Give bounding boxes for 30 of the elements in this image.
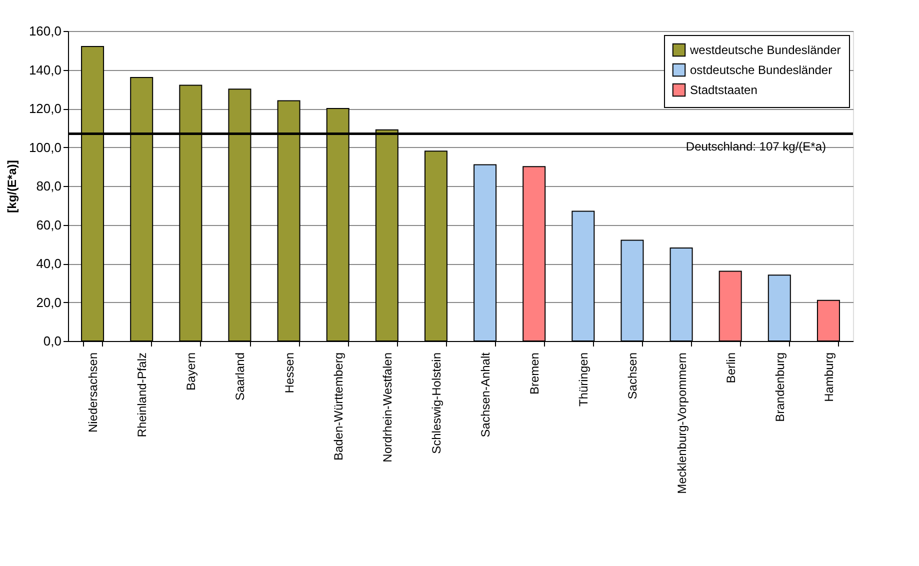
x-tick-label: Sachsen-Anhalt [478, 352, 493, 438]
y-axis-title: [kg/(E*a)] [4, 160, 19, 213]
legend-label: westdeutsche Bundesländer [689, 43, 841, 57]
y-tick-label: 100,0 [28, 140, 62, 155]
x-tick-label: Baden-Württemberg [331, 352, 346, 461]
x-tick-label: Nordrhein-Westfalen [380, 352, 394, 462]
x-tick-label: Hessen [282, 352, 296, 394]
y-tick-label: 120,0 [28, 101, 62, 116]
y-tick-label: 160,0 [28, 24, 62, 38]
x-tick-label: Bayern [184, 352, 198, 391]
ref-line-label: Deutschland: 107 kg/(E*a) [686, 140, 826, 154]
x-tick-label: Brandenburg [772, 352, 787, 422]
x-tick-label: Berlin [724, 352, 738, 384]
y-tick-label: 40,0 [36, 256, 62, 271]
x-tick-label: Mecklenburg-Vorpommern [674, 352, 689, 494]
x-tick-label: Sachsen [626, 352, 640, 400]
x-tick-label: Bremen [528, 352, 542, 395]
x-tick-label: Hamburg [822, 352, 836, 402]
y-tick-label: 80,0 [36, 178, 62, 194]
x-tick-label: Saarland [233, 352, 248, 401]
y-tick-label: 140,0 [28, 62, 62, 78]
legend-label: Stadtstaaten [690, 83, 758, 97]
x-tick-label: Thüringen [576, 352, 591, 407]
y-tick-label: 60,0 [36, 217, 62, 232]
legend-label: ostdeutsche Bundesländer [690, 63, 832, 77]
y-tick-label: 0,0 [43, 334, 62, 348]
x-tick-label: Rheinland-Pfalz [135, 352, 150, 438]
x-tick-label: Schleswig-Holstein [429, 352, 444, 454]
x-tick-label: Niedersachsen [86, 352, 100, 433]
y-tick-label: 20,0 [36, 294, 62, 310]
